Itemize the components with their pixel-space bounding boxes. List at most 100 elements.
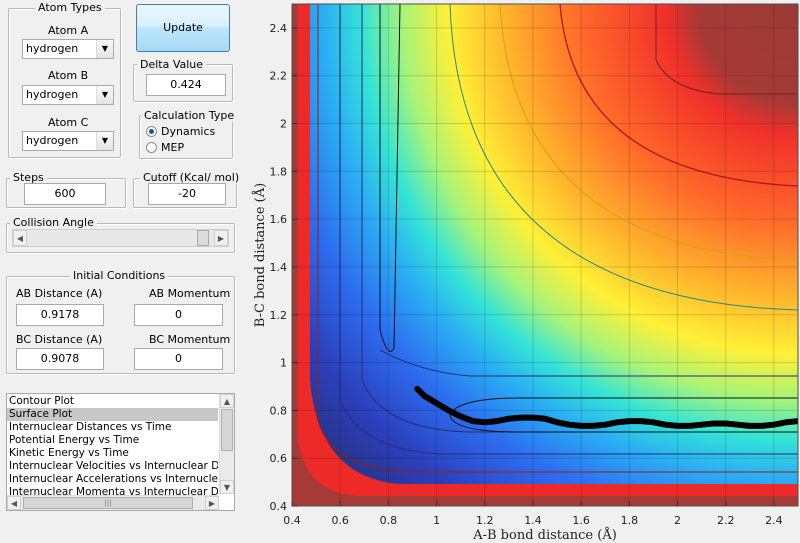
chevron-down-icon[interactable]: ▼ [96, 132, 113, 150]
y-axis-ticks: 0.4 0.6 0.8 1 1.2 1.4 1.6 1.8 2 2.2 2.4 [270, 22, 297, 513]
trajectory-line [414, 385, 798, 429]
collision-angle-title: Collision Angle [10, 216, 97, 229]
contour-line [339, 4, 798, 455]
horizontal-scrollbar[interactable]: ◀ ||| ▶ [7, 495, 219, 510]
collision-angle-panel [6, 223, 235, 253]
ab-momentum-label: AB Momentum [149, 287, 231, 300]
scroll-thumb[interactable] [221, 409, 233, 451]
atom-types-title: Atom Types [35, 1, 105, 14]
scroll-down-arrow-icon[interactable]: ▼ [220, 480, 234, 494]
scroll-up-arrow-icon[interactable]: ▲ [220, 394, 234, 408]
contour-line [379, 4, 401, 352]
bc-momentum-input[interactable]: 0 [134, 348, 223, 370]
y-tick-label: 1.4 [270, 261, 288, 274]
atom-a-label: Atom A [48, 24, 89, 37]
list-item[interactable]: Potential Energy vs Time [9, 434, 140, 446]
x-tick-label: 1.4 [524, 514, 542, 527]
list-item[interactable]: Surface Plot [7, 408, 218, 421]
y-tick-label: 1 [280, 357, 287, 370]
x-tick-label: 0.6 [331, 514, 349, 527]
list-item[interactable]: Internuclear Accelerations vs Internucle… [9, 473, 218, 485]
cutoff-title: Cutoff (Kcal/ mol) [140, 171, 243, 184]
bc-momentum-label: BC Momentum [149, 333, 231, 346]
ab-distance-input[interactable]: 0.9178 [16, 304, 104, 326]
chevron-down-icon[interactable]: ▼ [96, 86, 113, 104]
contour-line [361, 4, 798, 433]
plot-frame [291, 3, 799, 507]
contour-line [499, 4, 798, 261]
energy-surface [292, 4, 798, 506]
y-tick-label: 0.6 [270, 452, 288, 465]
collision-angle-slider[interactable]: ◀ ▶ [12, 229, 229, 247]
contour-line [449, 4, 798, 311]
y-tick-label: 1.8 [270, 165, 288, 178]
steps-input[interactable]: 600 [24, 183, 106, 205]
steps-title: Steps [10, 171, 47, 184]
x-tick-label: 1.8 [621, 514, 639, 527]
update-button[interactable]: Update [136, 4, 230, 52]
y-tick-label: 0.4 [270, 500, 288, 513]
atom-c-select[interactable]: hydrogen ▼ [22, 131, 114, 151]
list-item[interactable]: Internuclear Velocities vs Internuclear … [9, 460, 218, 472]
ab-momentum-input[interactable]: 0 [134, 304, 223, 326]
x-tick-label: 2.4 [765, 514, 783, 527]
contour-line [655, 4, 798, 95]
x-tick-label: 2 [674, 514, 681, 527]
contour-line [559, 4, 798, 187]
scroll-thumb-horizontal[interactable]: ||| [23, 497, 193, 509]
delta-value-title: Delta Value [137, 58, 207, 71]
y-tick-label: 0.8 [270, 404, 288, 417]
dynamics-radio[interactable]: Dynamics [146, 125, 215, 138]
radio-unselected-icon [146, 142, 157, 153]
atom-b-label: Atom B [48, 69, 89, 82]
list-item[interactable]: Contour Plot [9, 395, 75, 407]
slider-left-arrow-icon[interactable]: ◀ [13, 230, 27, 246]
plot-area [292, 4, 798, 506]
x-tick-label: 0.4 [283, 514, 301, 527]
slider-thumb[interactable] [196, 230, 209, 246]
plot-type-list[interactable]: Contour Plot Surface Plot Internuclear D… [6, 393, 235, 511]
list-item[interactable]: Internuclear Momenta vs Internuclear Dis… [9, 486, 218, 495]
contour-line [379, 349, 798, 377]
mep-label: MEP [161, 141, 185, 154]
list-item[interactable]: Internuclear Distances vs Time [9, 421, 172, 433]
scroll-right-arrow-icon[interactable]: ▶ [205, 496, 219, 510]
list-item[interactable]: Kinetic Energy vs Time [9, 447, 129, 459]
calculation-type-title: Calculation Type [141, 109, 238, 122]
initial-conditions-title: Initial Conditions [70, 269, 169, 282]
contour-line [449, 413, 798, 433]
delta-value-input[interactable]: 0.424 [146, 74, 226, 96]
vertical-scrollbar[interactable]: ▲ ▼ [219, 394, 234, 494]
x-tick-label: 1 [433, 514, 440, 527]
atom-c-label: Atom C [48, 116, 89, 129]
x-tick-label: 0.8 [380, 514, 398, 527]
steps-panel [6, 178, 126, 208]
potential-energy-contour-chart: 0.4 0.6 0.8 1 1.2 1.4 1.6 1.8 2 2.2 2.4 0.4 0.6 0.8 1… [252, 3, 799, 543]
scroll-left-arrow-icon[interactable]: ◀ [7, 496, 21, 510]
y-axis-label: B-C bond distance (Å) [252, 183, 268, 327]
chevron-down-icon[interactable]: ▼ [96, 40, 113, 58]
y-tick-label: 2 [280, 118, 287, 131]
slider-right-arrow-icon[interactable]: ▶ [214, 230, 228, 246]
contour-line [317, 4, 798, 473]
x-axis-ticks: 0.4 0.6 0.8 1 1.2 1.4 1.6 1.8 2 2.2 2.4 [283, 501, 783, 527]
bc-distance-input[interactable]: 0.9078 [16, 348, 104, 370]
mep-radio[interactable]: MEP [146, 141, 184, 154]
y-tick-label: 1.6 [270, 213, 288, 226]
cutoff-input[interactable]: -20 [148, 183, 226, 205]
x-tick-label: 1.6 [572, 514, 590, 527]
y-tick-label: 1.2 [270, 309, 288, 322]
x-tick-label: 1.2 [476, 514, 494, 527]
atom-a-value: hydrogen [26, 42, 79, 55]
atom-b-select[interactable]: hydrogen ▼ [22, 85, 114, 105]
x-tick-label: 2.2 [717, 514, 735, 527]
x-axis-label: A-B bond distance (Å) [472, 527, 617, 543]
ab-distance-label: AB Distance (A) [16, 287, 103, 300]
plot-type-items: Contour Plot Surface Plot Internuclear D… [7, 395, 218, 495]
y-tick-label: 2.4 [270, 22, 288, 35]
atom-a-select[interactable]: hydrogen ▼ [22, 39, 114, 59]
y-tick-label: 2.2 [270, 70, 288, 83]
bc-distance-label: BC Distance (A) [16, 333, 103, 346]
grid [292, 4, 798, 506]
atom-b-value: hydrogen [26, 88, 79, 101]
